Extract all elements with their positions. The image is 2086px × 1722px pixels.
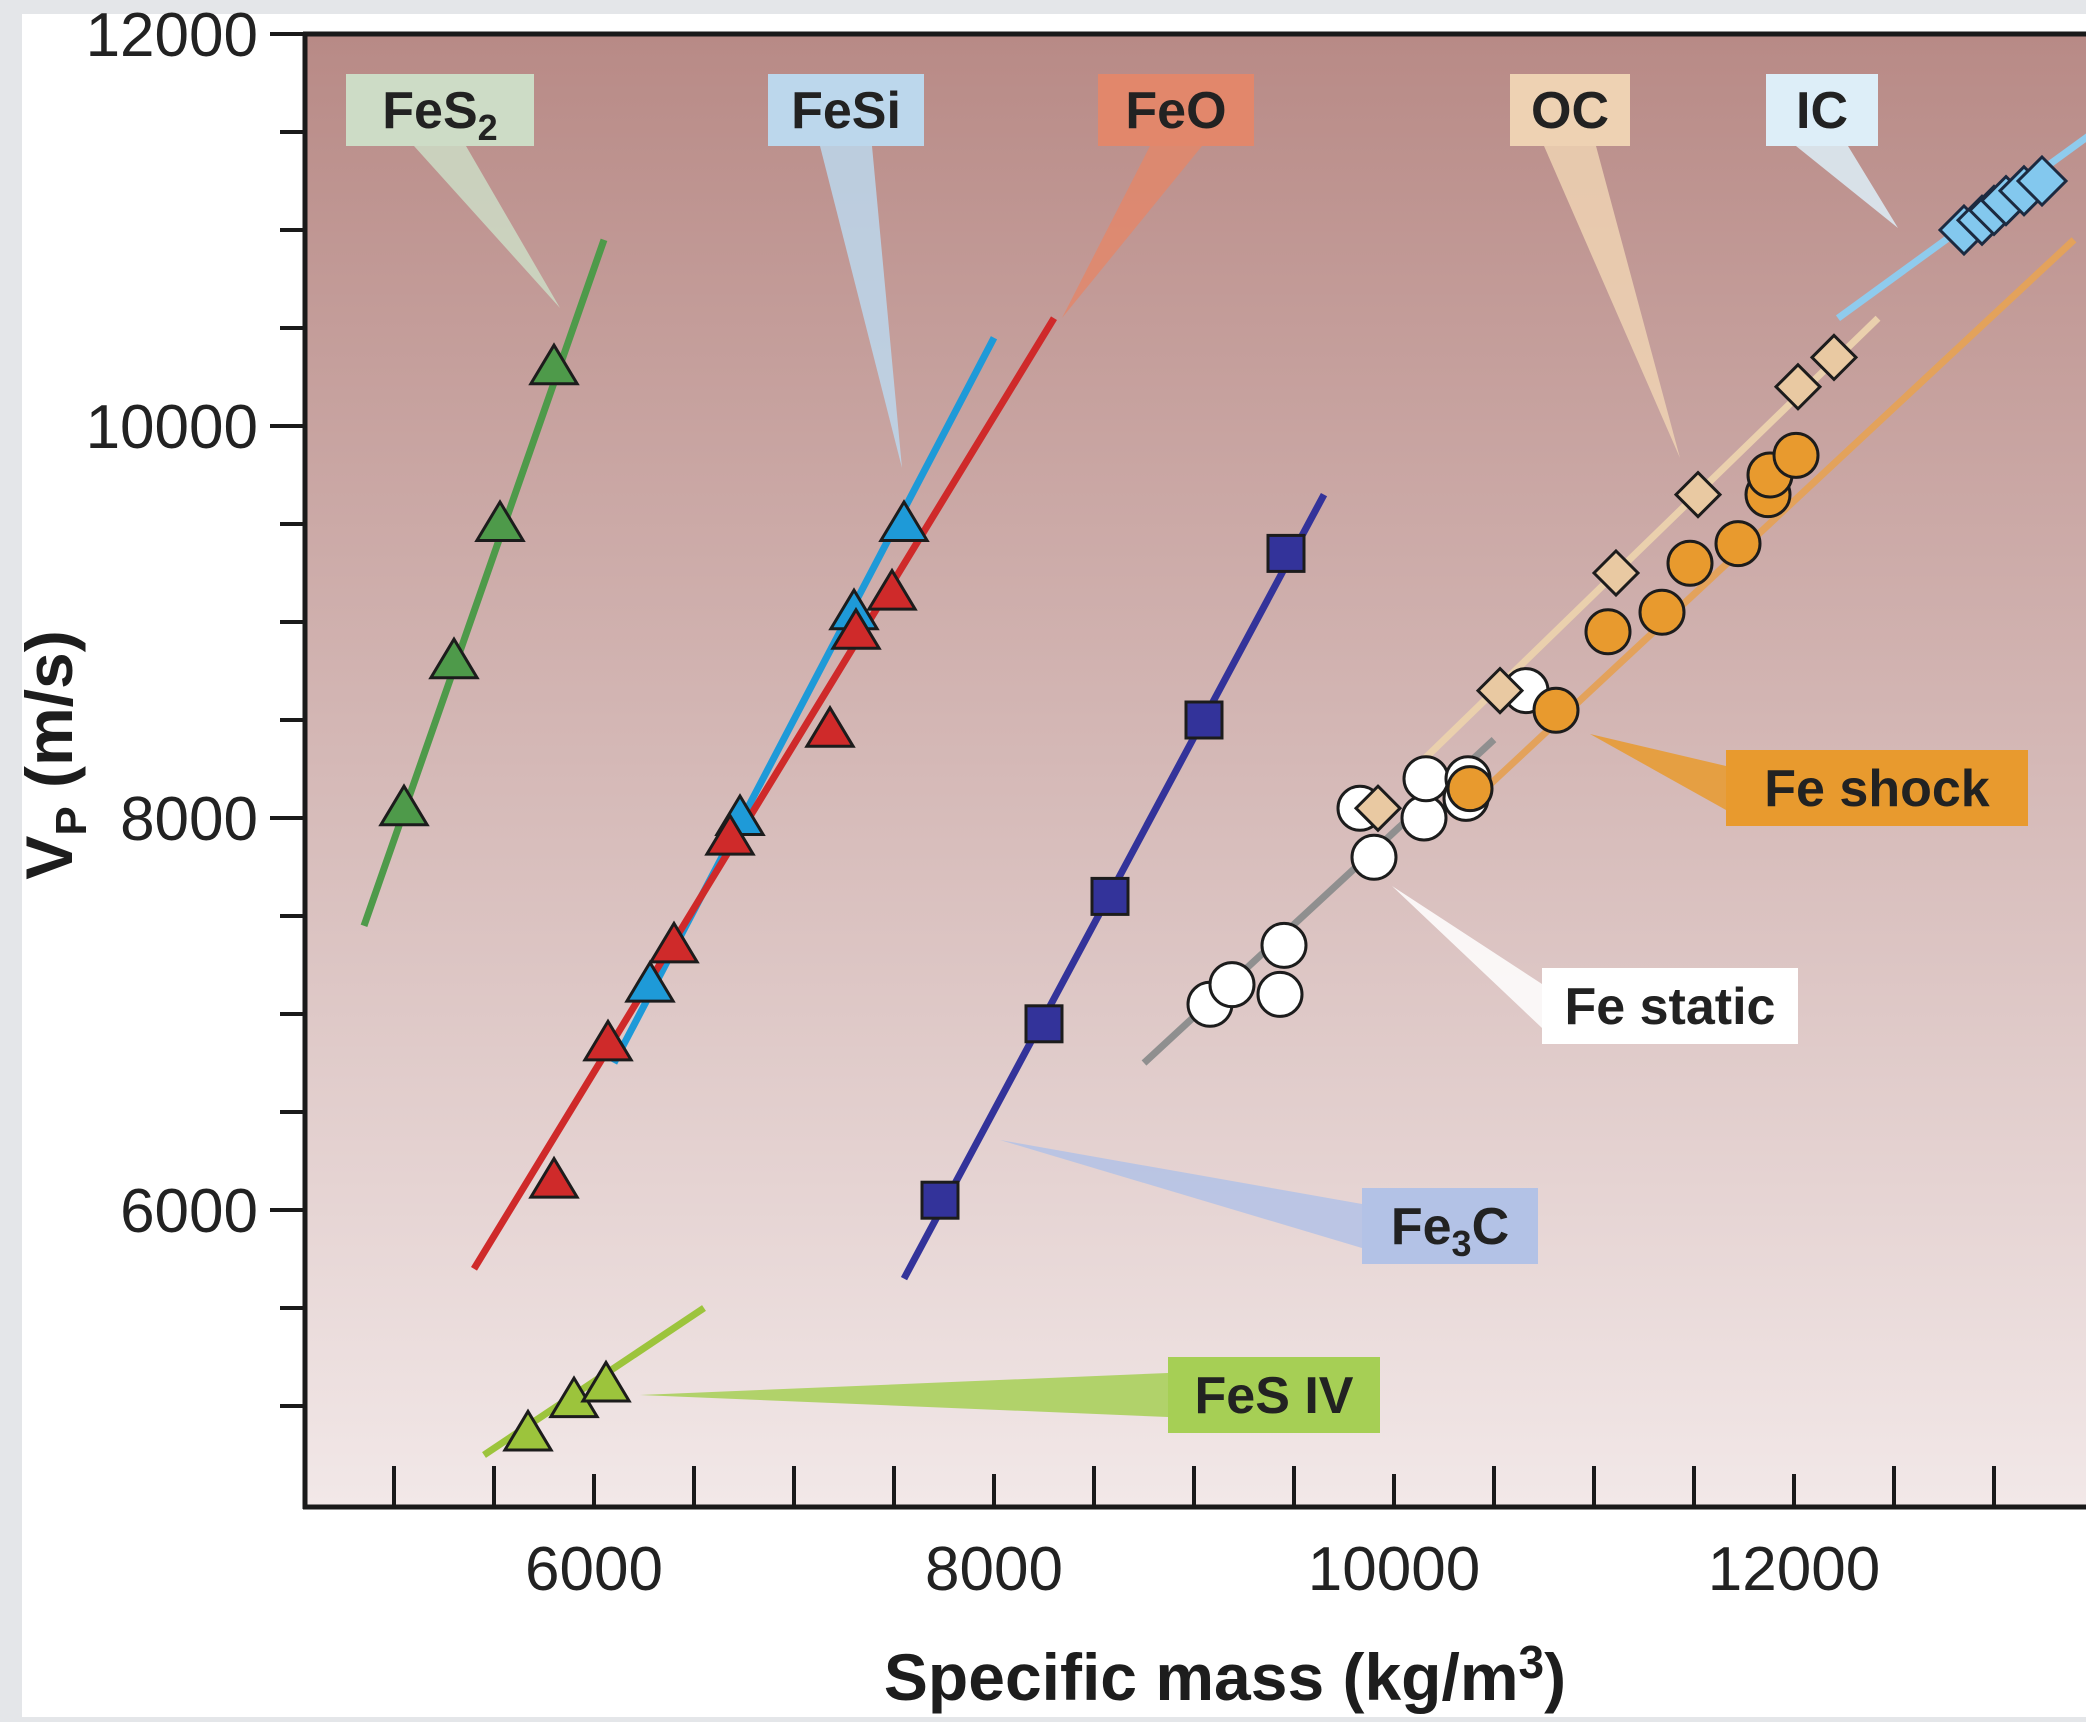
point-fe-shock [1666, 539, 1714, 587]
x-tick-label: 8000 [925, 1535, 1063, 1604]
data-markers [378, 154, 2069, 1452]
callout-box-fe-static [1542, 968, 1798, 1044]
point-fe-shock [1714, 520, 1762, 568]
point-feo [582, 1018, 634, 1062]
callout-label-fe-shock: Fe shock [1764, 760, 1989, 818]
point-fe-shock [1446, 765, 1494, 813]
point-fe-shock [1584, 608, 1632, 656]
callout-pointer-fe-shock [1590, 734, 1726, 810]
callout-pointer-oc [1544, 146, 1680, 458]
point-fes2 [428, 636, 480, 680]
x-tick-label: 6000 [525, 1535, 663, 1604]
callout-label-fe3c: Fe3C [1391, 1198, 1509, 1264]
point-fe3c [920, 1180, 960, 1220]
point-feo [528, 1155, 580, 1199]
point-fe-shock [1772, 431, 1820, 479]
point-oc [1809, 333, 1859, 382]
callout-label-fe-static: Fe static [1565, 978, 1776, 1036]
callout-box-oc [1510, 74, 1630, 146]
point-fe-static [1208, 961, 1256, 1009]
point-fesi [624, 959, 676, 1003]
x-axis-title: Specific mass (kg/m3) [884, 1636, 1566, 1714]
point-feo [704, 812, 756, 856]
label-callouts: FeS2 FeSi FeO OC IC Fe shock Fe static Fe3C FeS … [346, 74, 2028, 1433]
callout-pointer-fes2 [414, 146, 560, 308]
callout-box-fe-shock [1726, 750, 2028, 826]
callout-label-fes2: FeS2 [382, 82, 497, 148]
point-fe3c [1266, 533, 1306, 573]
point-fes-iv [502, 1408, 554, 1452]
x-tick-label: 12000 [1708, 1535, 1880, 1604]
point-fe-static [1350, 833, 1398, 881]
callout-box-fes-iv [1168, 1357, 1380, 1433]
point-fe-shock [1638, 588, 1686, 636]
point-fes-iv [580, 1359, 632, 1403]
callout-box-ic [1766, 74, 1878, 146]
point-feo [830, 606, 882, 650]
point-fe3c [1184, 700, 1224, 740]
axis-tick-labels: 6000 8000 10000 12000 6000 8000 10000 12000 [86, 1, 1881, 1604]
callout-pointer-fes-iv [640, 1373, 1168, 1417]
callout-box-feo [1098, 74, 1254, 146]
callout-pointer-feo [1062, 146, 1202, 318]
point-feo [866, 567, 918, 611]
callout-pointer-fesi [820, 146, 902, 468]
point-ic [2015, 154, 2069, 208]
point-fe-static [1256, 970, 1304, 1018]
callout-label-fes-iv: FeS IV [1195, 1367, 1354, 1425]
y-tick-label: 8000 [120, 785, 258, 854]
point-oc [1773, 362, 1823, 411]
point-fe-static [1260, 921, 1308, 969]
point-feo [648, 920, 700, 964]
callout-box-fesi [768, 74, 924, 146]
point-fe-shock [1532, 686, 1580, 734]
point-feo [804, 704, 856, 748]
point-fe-static [1400, 794, 1448, 842]
callout-box-fes2 [346, 74, 534, 146]
point-fes2 [378, 783, 430, 827]
point-oc [1475, 666, 1525, 715]
point-fe3c [1024, 1004, 1064, 1044]
callout-pointer-ic [1796, 146, 1898, 228]
point-fes2 [474, 499, 526, 542]
y-tick-label: 12000 [86, 1, 258, 70]
y-tick-label: 10000 [86, 393, 258, 462]
point-fes2 [528, 342, 580, 386]
callout-label-ic: IC [1796, 82, 1848, 140]
callout-pointer-fe3c [1000, 1140, 1362, 1248]
axis-ticks [270, 32, 1996, 1507]
x-tick-label: 10000 [1308, 1535, 1480, 1604]
callout-label-oc: OC [1531, 82, 1609, 140]
point-fe3c [1090, 876, 1130, 916]
point-fe-static [1402, 755, 1450, 803]
callout-pointer-fe-static [1392, 886, 1542, 1028]
y-tick-label: 6000 [120, 1177, 258, 1246]
y-axis-title: VP (m/s) [12, 630, 96, 879]
point-oc [1353, 784, 1403, 833]
point-fesi [878, 499, 930, 542]
callout-label-fesi: FeSi [791, 82, 901, 140]
point-oc [1673, 470, 1723, 519]
fit-line-feo [471, 316, 1057, 1271]
point-oc [1591, 548, 1641, 598]
callout-box-fe3c [1362, 1188, 1538, 1264]
callout-label-feo: FeO [1125, 82, 1226, 140]
